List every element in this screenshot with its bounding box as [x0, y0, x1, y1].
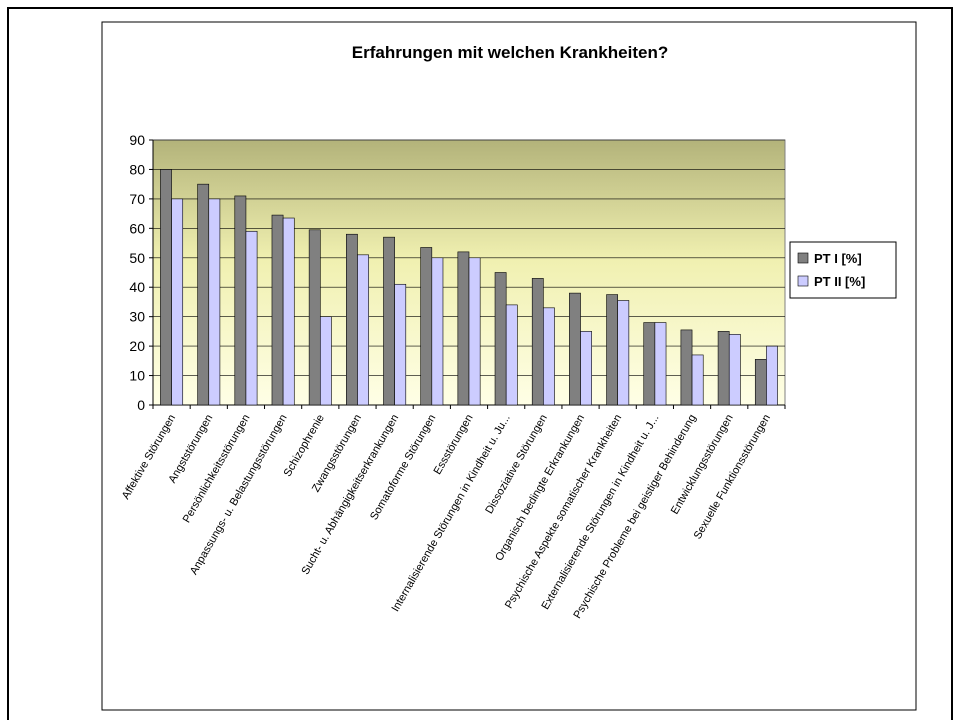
bar — [569, 292, 581, 406]
bar — [383, 236, 395, 406]
bar — [319, 316, 332, 406]
legend-swatch — [797, 252, 809, 264]
bar — [754, 359, 767, 406]
bar — [766, 345, 778, 406]
y-tick-label: 60 — [129, 220, 145, 236]
bar — [617, 300, 630, 406]
bar — [394, 283, 407, 406]
bar — [420, 247, 433, 406]
bar — [346, 233, 358, 406]
bar — [171, 198, 184, 406]
bar — [208, 198, 221, 406]
bar — [680, 329, 693, 406]
bar — [308, 229, 321, 406]
y-tick-label: 50 — [129, 250, 145, 266]
y-tick-label: 40 — [129, 279, 145, 295]
bar — [543, 307, 555, 406]
bar — [357, 254, 369, 406]
bar — [691, 354, 704, 406]
legend-label: PT II [%] — [814, 274, 865, 289]
bar — [271, 214, 284, 406]
y-tick-label: 80 — [129, 161, 145, 177]
bar — [494, 272, 507, 406]
y-tick-label: 30 — [129, 309, 145, 325]
bar — [643, 322, 656, 406]
y-tick-label: 20 — [129, 338, 145, 354]
bar — [160, 169, 172, 406]
chart-title: Erfahrungen mit welchen Krankheiten? — [352, 43, 668, 62]
y-tick-label: 70 — [129, 191, 145, 207]
bar — [654, 322, 667, 406]
page-frame — [7, 7, 953, 720]
y-tick-label: 90 — [129, 132, 145, 148]
legend-box — [789, 241, 897, 299]
bar — [728, 334, 741, 406]
bar — [197, 183, 210, 406]
y-tick-label: 10 — [129, 368, 145, 384]
bar — [245, 230, 258, 406]
legend-label: PT I [%] — [814, 251, 862, 266]
bar — [580, 331, 592, 406]
bar — [717, 331, 730, 406]
legend-swatch — [797, 275, 809, 287]
bar — [468, 257, 481, 406]
bar — [431, 257, 444, 406]
bar — [457, 251, 470, 406]
bar — [505, 304, 518, 406]
bar — [234, 195, 247, 406]
bar — [606, 294, 619, 406]
bar — [531, 278, 544, 406]
bar — [282, 217, 295, 406]
y-tick-label: 0 — [137, 397, 145, 413]
